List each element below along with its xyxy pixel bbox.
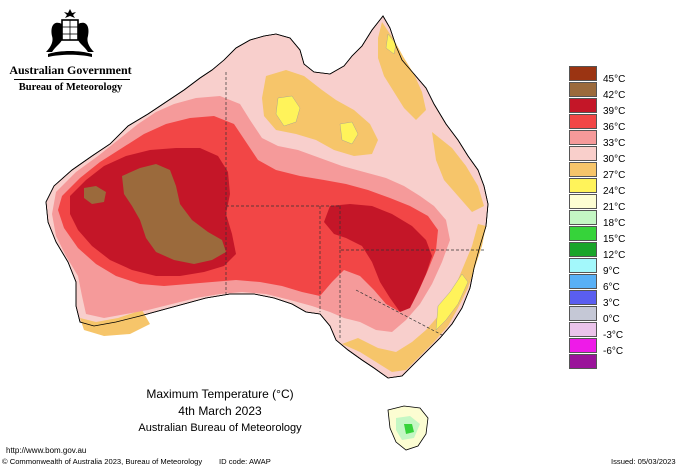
legend-label: -3°C: [603, 330, 624, 341]
legend-label: 36°C: [603, 122, 626, 133]
legend-row: 24°C: [569, 178, 649, 197]
legend-row: 36°C: [569, 114, 649, 133]
government-name: Australian Government: [9, 63, 132, 77]
legend-row: 30°C: [569, 146, 649, 165]
legend-label: 9°C: [603, 266, 620, 277]
legend-label: 30°C: [603, 154, 626, 165]
legend-row: 45°C: [569, 66, 649, 85]
legend-swatch: [569, 194, 597, 209]
zone-27-south: [80, 310, 150, 336]
zone-27-queensland: [432, 132, 484, 212]
legend-label: 15°C: [603, 234, 626, 245]
legend-label: -6°C: [603, 346, 624, 357]
bom-url[interactable]: http://www.bom.gov.au: [6, 446, 87, 455]
legend-row: 39°C: [569, 98, 649, 117]
header-divider: [14, 79, 130, 80]
map-date: 4th March 2023: [178, 404, 262, 418]
legend-row: 3°C: [569, 290, 649, 309]
footer-bar: © Commonwealth of Australia 2023, Bureau…: [0, 456, 680, 467]
legend-row: 15°C: [569, 226, 649, 245]
legend-row: [569, 354, 649, 370]
id-code: ID code: AWAP: [219, 457, 271, 466]
zone-24-topend: [275, 95, 301, 127]
legend-swatch: [569, 242, 597, 257]
zone-42-patch: [84, 186, 106, 204]
legend-label: 42°C: [603, 90, 626, 101]
zone-42: [122, 164, 226, 264]
legend-label: 6°C: [603, 282, 620, 293]
legend-swatch: [569, 130, 597, 145]
legend-label: 39°C: [603, 106, 626, 117]
legend-swatch: [569, 162, 597, 177]
temperature-map: [45, 15, 489, 451]
legend-swatch: [569, 338, 597, 353]
legend-swatch: [569, 114, 597, 129]
legend-label: 27°C: [603, 170, 626, 181]
map-caption: Maximum Temperature (°C) 4th March 2023 …: [120, 386, 320, 437]
legend-label: 18°C: [603, 218, 626, 229]
legend-swatch: [569, 210, 597, 225]
state-borders: [225, 72, 484, 340]
legend-row: 9°C: [569, 258, 649, 277]
legend-label: 12°C: [603, 250, 626, 261]
map-title: Maximum Temperature (°C): [146, 387, 294, 401]
legend-label: 45°C: [603, 74, 626, 85]
commonwealth-coat-of-arms-icon: [46, 9, 94, 57]
legend-swatch: [569, 258, 597, 273]
legend-row: -6°C: [569, 338, 649, 357]
zone-24-alps: [435, 273, 469, 331]
legend-row: 42°C: [569, 82, 649, 101]
legend-swatch: [569, 354, 597, 369]
tasmania-15: [404, 424, 414, 434]
legend-label: 0°C: [603, 314, 620, 325]
legend-row: 21°C: [569, 194, 649, 213]
zone-39-east: [324, 204, 432, 312]
legend-row: 6°C: [569, 274, 649, 293]
legend-row: 27°C: [569, 162, 649, 181]
legend-swatch: [569, 82, 597, 97]
issued-date: Issued: 05/03/2023: [611, 457, 676, 466]
legend-swatch: [569, 226, 597, 241]
legend-row: -3°C: [569, 322, 649, 341]
legend-swatch: [569, 274, 597, 289]
legend-label: 21°C: [603, 202, 626, 213]
zone-24-york: [385, 33, 397, 55]
legend-row: 18°C: [569, 210, 649, 229]
copyright-text: © Commonwealth of Australia 2023, Bureau…: [2, 457, 203, 466]
legend-swatch: [569, 178, 597, 193]
legend-swatch: [569, 306, 597, 321]
legend-row: 0°C: [569, 306, 649, 325]
legend-row: 33°C: [569, 130, 649, 149]
legend-row: 12°C: [569, 242, 649, 261]
bom-logo: Australian Government Bureau of Meteorol…: [8, 8, 132, 98]
legend-label: 33°C: [603, 138, 626, 149]
zone-24-gulf: [339, 121, 359, 145]
legend-swatch: [569, 98, 597, 113]
map-source: Australian Bureau of Meteorology: [138, 422, 302, 434]
legend-swatch: [569, 290, 597, 305]
legend-label: 24°C: [603, 186, 626, 197]
legend-label: 3°C: [603, 298, 620, 309]
legend-swatch: [569, 66, 597, 81]
bureau-name: Bureau of Meteorology: [18, 82, 123, 93]
legend-swatch: [569, 146, 597, 161]
legend-swatch: [569, 322, 597, 337]
